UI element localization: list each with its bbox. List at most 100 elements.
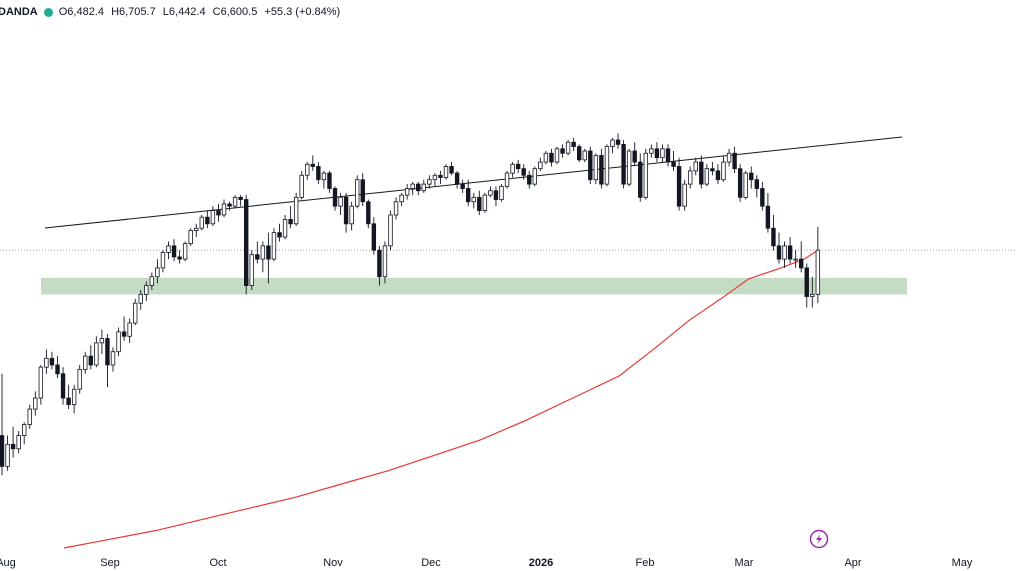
candle[interactable] [216, 203, 221, 222]
candle[interactable] [665, 144, 671, 167]
candle[interactable] [354, 175, 360, 209]
candle[interactable] [60, 367, 66, 405]
candle[interactable] [527, 170, 532, 189]
candle[interactable] [293, 192, 299, 227]
candle[interactable] [282, 214, 288, 240]
trendline[interactable] [44, 136, 903, 229]
candle[interactable] [194, 223, 199, 238]
candle[interactable] [649, 144, 654, 158]
candle[interactable] [371, 217, 377, 255]
candle[interactable] [510, 162, 515, 178]
candle[interactable] [621, 140, 626, 189]
candle[interactable] [399, 192, 404, 207]
candle[interactable] [499, 184, 504, 202]
candle[interactable] [599, 148, 604, 189]
candle[interactable] [760, 181, 765, 211]
candle[interactable] [488, 186, 493, 198]
candle[interactable] [305, 162, 310, 180]
candle[interactable] [615, 133, 621, 149]
candle[interactable] [360, 173, 365, 207]
candle[interactable] [676, 157, 682, 211]
candle[interactable] [327, 170, 332, 193]
candle[interactable] [577, 144, 582, 163]
candle[interactable] [49, 351, 55, 370]
candle[interactable] [754, 175, 759, 198]
candle[interactable] [338, 192, 343, 215]
candle[interactable] [99, 329, 105, 354]
candle[interactable] [205, 210, 210, 229]
candle[interactable] [243, 195, 249, 295]
candle[interactable] [477, 190, 482, 215]
candle[interactable] [765, 192, 771, 233]
candle[interactable] [0, 373, 5, 476]
candle[interactable] [432, 173, 438, 187]
candle[interactable] [454, 170, 460, 189]
candle[interactable] [793, 250, 798, 268]
candle[interactable] [549, 148, 554, 167]
candle[interactable] [638, 153, 643, 202]
candle[interactable] [710, 162, 715, 176]
candle[interactable] [593, 153, 599, 185]
candle[interactable] [660, 144, 665, 163]
candle[interactable] [626, 148, 632, 187]
candle[interactable] [155, 259, 160, 284]
candle[interactable] [105, 334, 110, 388]
candle[interactable] [349, 201, 354, 231]
candle[interactable] [787, 237, 793, 264]
candle[interactable] [132, 298, 138, 326]
candle[interactable] [632, 142, 637, 167]
candle[interactable] [732, 146, 737, 174]
candle[interactable] [249, 250, 254, 290]
candle[interactable] [721, 155, 726, 182]
candle[interactable] [482, 192, 488, 213]
candle[interactable] [416, 181, 421, 196]
candle[interactable] [177, 250, 182, 264]
candle[interactable] [299, 170, 304, 200]
candle[interactable] [227, 201, 232, 211]
candle[interactable] [810, 276, 815, 308]
candle[interactable] [71, 384, 77, 414]
candle[interactable] [38, 364, 44, 405]
candle[interactable] [171, 239, 177, 262]
candle[interactable] [427, 175, 432, 189]
candle[interactable] [382, 241, 388, 284]
candle[interactable] [782, 241, 787, 268]
candle[interactable] [726, 148, 732, 167]
candle[interactable] [88, 345, 93, 370]
candle[interactable] [388, 210, 393, 251]
candle[interactable] [121, 316, 127, 341]
candle[interactable] [366, 199, 371, 229]
candle[interactable] [310, 155, 315, 171]
candle[interactable] [515, 159, 521, 174]
candle[interactable] [182, 241, 188, 262]
candle[interactable] [166, 241, 171, 260]
candle[interactable] [127, 318, 132, 343]
candle[interactable] [77, 364, 82, 394]
candle[interactable] [582, 148, 587, 163]
candle[interactable] [737, 164, 743, 202]
candle[interactable] [776, 232, 782, 264]
candle[interactable] [210, 206, 216, 227]
candle[interactable] [271, 228, 277, 262]
candle[interactable] [21, 422, 27, 445]
candle[interactable] [471, 192, 476, 209]
candle[interactable] [771, 214, 776, 251]
candle[interactable] [221, 199, 227, 218]
candle[interactable] [377, 245, 382, 286]
candle[interactable] [27, 404, 32, 429]
candle[interactable] [404, 184, 410, 200]
candle[interactable] [749, 166, 754, 189]
candle[interactable] [410, 181, 415, 196]
candle[interactable] [393, 197, 399, 220]
candle[interactable] [643, 148, 648, 200]
candle[interactable] [232, 195, 238, 209]
candle[interactable] [804, 263, 809, 308]
candle[interactable] [55, 356, 60, 379]
candle[interactable] [438, 170, 443, 185]
candle[interactable] [443, 164, 449, 180]
candle[interactable] [654, 142, 660, 163]
lightning-icon[interactable] [809, 529, 829, 549]
symbol-label[interactable]: DANDA [0, 6, 38, 18]
candle[interactable] [815, 226, 821, 304]
